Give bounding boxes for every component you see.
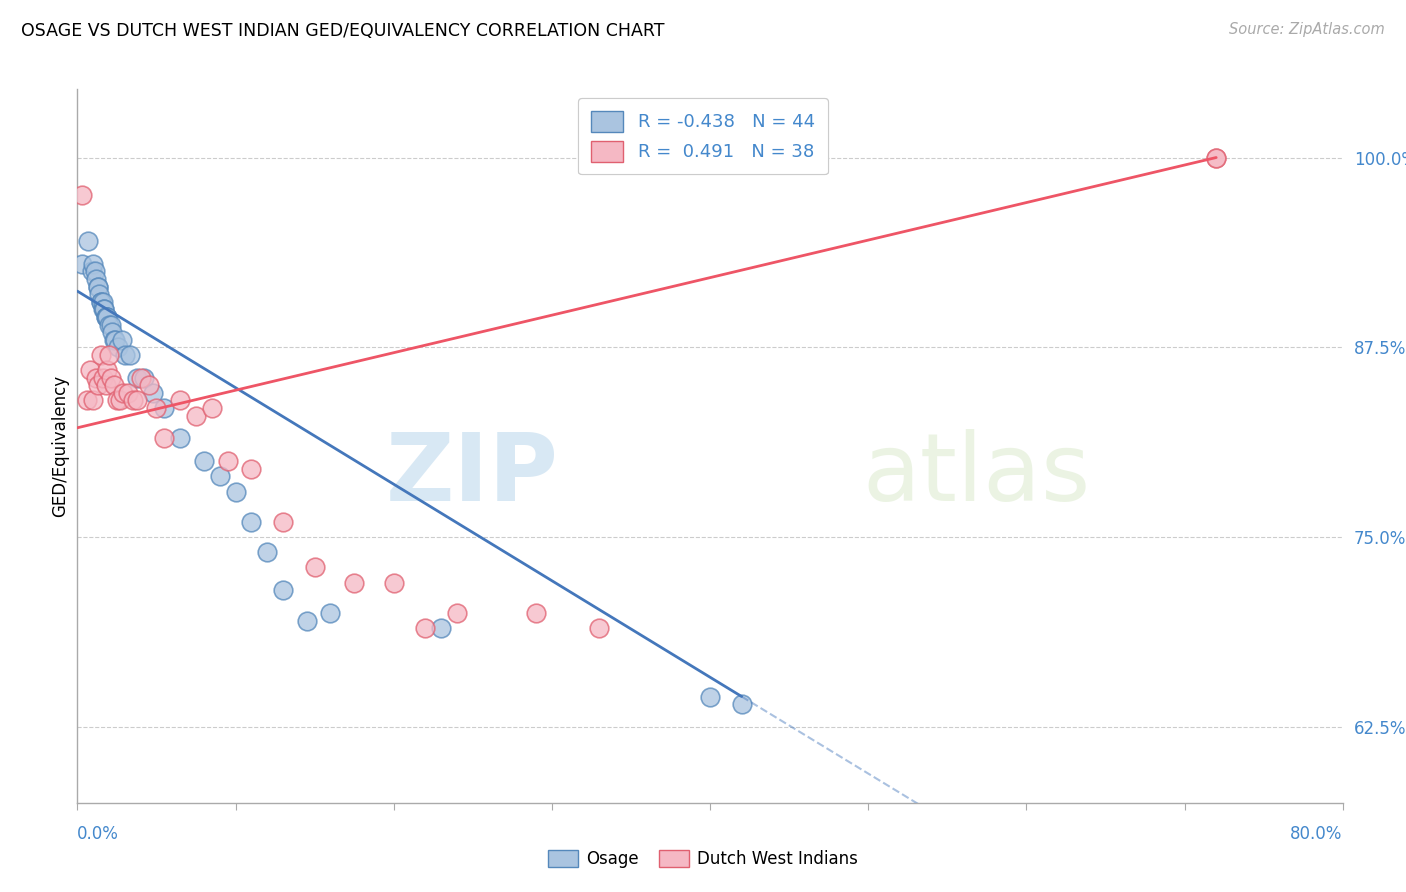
Point xyxy=(201,401,224,415)
Point xyxy=(82,393,104,408)
Point xyxy=(104,333,127,347)
Point xyxy=(98,318,120,332)
Point xyxy=(343,575,366,590)
Point xyxy=(83,264,105,278)
Point xyxy=(304,560,326,574)
Point xyxy=(108,393,131,408)
Text: 0.0%: 0.0% xyxy=(77,825,120,843)
Point xyxy=(256,545,278,559)
Point xyxy=(121,393,143,408)
Point xyxy=(127,393,149,408)
Point xyxy=(98,348,120,362)
Point xyxy=(142,385,165,400)
Point xyxy=(80,264,103,278)
Point xyxy=(127,370,149,384)
Point xyxy=(91,370,114,384)
Point xyxy=(114,348,136,362)
Legend: R = -0.438   N = 44, R =  0.491   N = 38: R = -0.438 N = 44, R = 0.491 N = 38 xyxy=(578,98,828,174)
Point xyxy=(524,606,547,620)
Point xyxy=(79,363,101,377)
Point xyxy=(413,621,436,635)
Point xyxy=(76,393,98,408)
Point xyxy=(319,606,342,620)
Point xyxy=(112,385,135,400)
Point xyxy=(295,614,318,628)
Point xyxy=(129,370,152,384)
Point xyxy=(94,310,117,324)
Point xyxy=(193,454,215,468)
Point xyxy=(1205,151,1227,165)
Point xyxy=(105,393,128,408)
Text: OSAGE VS DUTCH WEST INDIAN GED/EQUIVALENCY CORRELATION CHART: OSAGE VS DUTCH WEST INDIAN GED/EQUIVALEN… xyxy=(21,22,665,40)
Point xyxy=(240,515,263,529)
Point xyxy=(91,294,114,309)
Point xyxy=(217,454,239,468)
Point xyxy=(77,234,100,248)
Text: 80.0%: 80.0% xyxy=(1291,825,1343,843)
Point xyxy=(90,348,112,362)
Point xyxy=(94,378,117,392)
Point xyxy=(118,348,141,362)
Point xyxy=(96,310,118,324)
Point xyxy=(96,363,118,377)
Point xyxy=(87,378,110,392)
Point xyxy=(103,378,125,392)
Point xyxy=(87,279,110,293)
Point xyxy=(100,370,122,384)
Point xyxy=(82,257,104,271)
Point xyxy=(731,697,754,711)
Point xyxy=(169,431,191,445)
Point xyxy=(101,325,124,339)
Point xyxy=(93,302,115,317)
Point xyxy=(699,690,721,704)
Point xyxy=(208,469,231,483)
Point xyxy=(132,370,155,384)
Text: atlas: atlas xyxy=(862,428,1090,521)
Point xyxy=(1205,151,1227,165)
Point xyxy=(446,606,468,620)
Point xyxy=(430,621,453,635)
Point xyxy=(94,310,117,324)
Y-axis label: GED/Equivalency: GED/Equivalency xyxy=(51,375,69,517)
Point xyxy=(91,302,114,317)
Point xyxy=(86,272,108,286)
Point xyxy=(100,318,122,332)
Point xyxy=(271,515,294,529)
Point xyxy=(89,287,111,301)
Point xyxy=(240,462,263,476)
Text: ZIP: ZIP xyxy=(385,428,558,521)
Point xyxy=(169,393,191,408)
Point xyxy=(90,294,112,309)
Point xyxy=(111,333,132,347)
Point xyxy=(184,409,207,423)
Point xyxy=(117,385,139,400)
Point xyxy=(138,378,160,392)
Point xyxy=(93,302,115,317)
Point xyxy=(103,333,125,347)
Point xyxy=(588,621,610,635)
Point xyxy=(382,575,405,590)
Point xyxy=(70,257,93,271)
Point xyxy=(86,370,108,384)
Point xyxy=(153,401,176,415)
Point xyxy=(96,310,118,324)
Point xyxy=(225,484,247,499)
Point xyxy=(70,188,93,202)
Point xyxy=(153,431,176,445)
Point xyxy=(87,279,110,293)
Point xyxy=(107,340,129,354)
Point xyxy=(90,294,112,309)
Legend: Osage, Dutch West Indians: Osage, Dutch West Indians xyxy=(541,843,865,875)
Point xyxy=(145,401,167,415)
Text: Source: ZipAtlas.com: Source: ZipAtlas.com xyxy=(1229,22,1385,37)
Point xyxy=(271,583,294,598)
